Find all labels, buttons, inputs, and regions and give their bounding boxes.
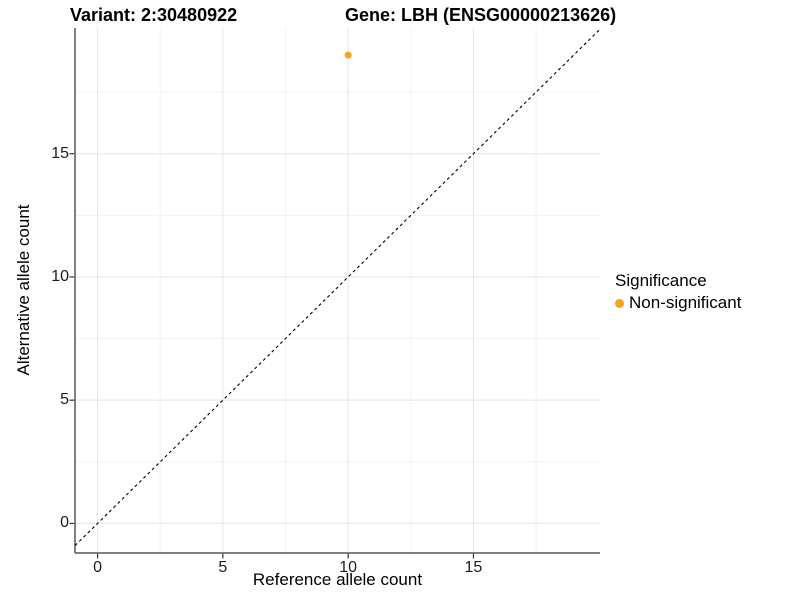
x-tick-label: 0	[93, 559, 102, 576]
y-tick-label: 10	[51, 267, 69, 285]
x-axis-title: Reference allele count	[252, 570, 423, 589]
legend-point-icon	[615, 298, 624, 308]
x-tick-label: 10	[339, 559, 358, 576]
identity-line	[74, 28, 601, 546]
y-tick-label: 15	[51, 144, 69, 162]
y-tick-label: 5	[60, 391, 69, 409]
x-tick-label: 15	[464, 559, 483, 576]
legend-item-label: Non-significant	[629, 293, 742, 312]
legend-title: Significance	[615, 271, 707, 290]
data-point	[344, 51, 352, 59]
legend: Significance Non-significant	[615, 271, 741, 313]
plot-title-variant: Variant: 2:30480922	[70, 5, 238, 25]
legend-item-non-significant: Non-significant	[615, 293, 741, 313]
x-tick-label: 5	[218, 559, 228, 576]
y-tick-label: 0	[60, 514, 69, 532]
y-axis-title: Alternative allele count	[14, 204, 33, 376]
plot-title-gene: Gene: LBH (ENSG00000213626)	[345, 5, 617, 25]
